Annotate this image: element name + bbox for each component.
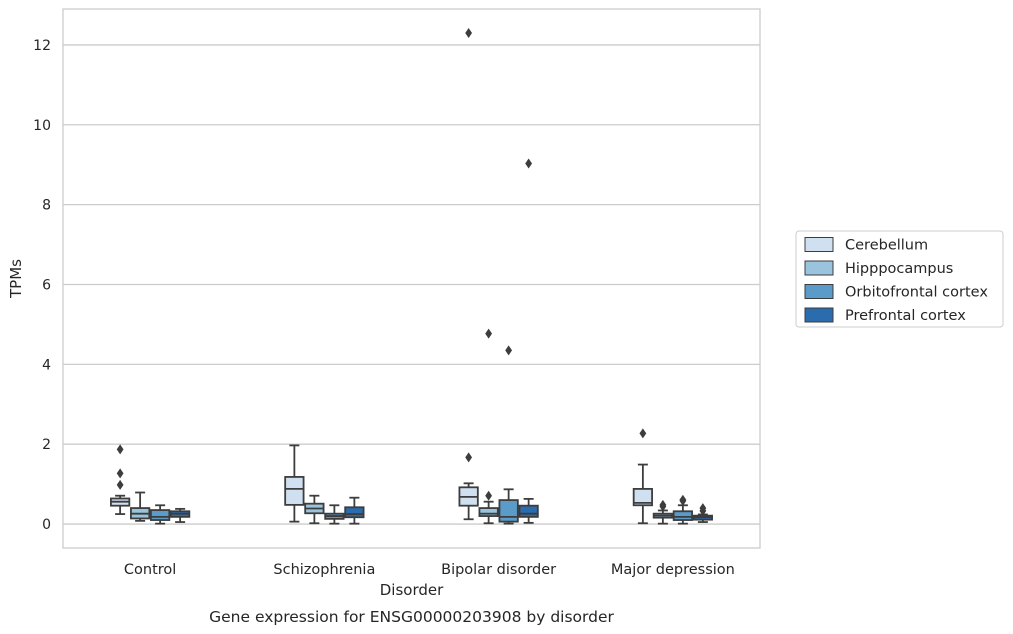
box-3-2	[672, 494, 693, 525]
box-body	[518, 504, 539, 518]
legend: Cerebellum Hipppocampus Orbitofrontal cort…	[795, 230, 1004, 328]
legend-frame	[795, 230, 1004, 328]
plot-area-frame	[62, 8, 761, 549]
box-1-0	[284, 444, 305, 523]
outlier-point	[116, 468, 124, 479]
outlier-point	[485, 490, 493, 501]
legend-swatch	[804, 284, 834, 299]
outlier-point	[679, 495, 687, 506]
y-tick-label: 6	[42, 277, 51, 293]
box-body	[498, 499, 519, 523]
boxes	[110, 27, 713, 525]
x-tick-label: Control	[124, 562, 176, 578]
box-body	[478, 507, 499, 517]
outlier-point	[485, 328, 493, 339]
box-0-0	[110, 444, 131, 515]
box-3-3	[692, 503, 713, 523]
legend-label: Cerebellum	[845, 238, 928, 254]
box-body	[672, 510, 693, 521]
outlier-point	[639, 428, 647, 439]
x-tick-label: Bipolar disorder	[441, 562, 556, 578]
box-body	[284, 476, 305, 506]
legend-label: Prefrontal cortex	[845, 308, 966, 324]
box-0-1	[130, 491, 151, 522]
legend-label: Hipppocampus	[845, 261, 953, 277]
x-axis-label: Disorder	[380, 581, 444, 599]
box-body	[344, 506, 365, 519]
legend-swatch	[804, 307, 834, 323]
outlier-point	[659, 501, 667, 512]
y-tick-label: 4	[42, 357, 51, 373]
box-1-3	[344, 496, 365, 525]
y-tick-label: 2	[42, 437, 51, 453]
box-3-1	[652, 499, 673, 525]
legend-label: Orbitofrontal cortex	[845, 285, 988, 301]
box-0-3	[170, 507, 191, 523]
box-1-1	[304, 494, 325, 525]
outlier-point	[116, 444, 124, 455]
box-body	[632, 488, 653, 507]
chart-caption: Gene expression for ENSG00000203908 by d…	[209, 608, 614, 626]
outlier-point	[525, 158, 533, 169]
box-body	[150, 509, 171, 521]
y-tick-label: 0	[42, 517, 51, 533]
outlier-point	[505, 345, 513, 356]
x-tick-labels: Control Schizophrenia Bipolar disorder Majo…	[124, 562, 735, 578]
y-tick-labels: 0 2 4 6 8 10 12	[33, 38, 51, 533]
box-2-2	[498, 345, 519, 525]
outlier-point	[699, 505, 707, 516]
box-1-2	[324, 504, 345, 525]
y-axis-label: TPMs	[7, 259, 25, 299]
box-2-3	[518, 158, 539, 524]
box-3-0	[632, 428, 653, 525]
legend-swatch	[804, 237, 834, 252]
box-2-1	[478, 328, 499, 525]
x-tick-label: Schizophrenia	[273, 562, 375, 578]
y-tick-label: 8	[42, 198, 51, 214]
y-tick-label: 10	[33, 118, 51, 134]
outlier-point	[465, 452, 473, 463]
grid-lines	[63, 44, 760, 525]
outlier-point	[465, 27, 473, 38]
box-0-2	[150, 504, 171, 525]
y-tick-label: 12	[33, 38, 51, 54]
x-tick-label: Major depression	[611, 562, 735, 578]
box-2-0	[458, 27, 479, 521]
outlier-point	[116, 479, 124, 490]
legend-swatch	[804, 260, 834, 276]
